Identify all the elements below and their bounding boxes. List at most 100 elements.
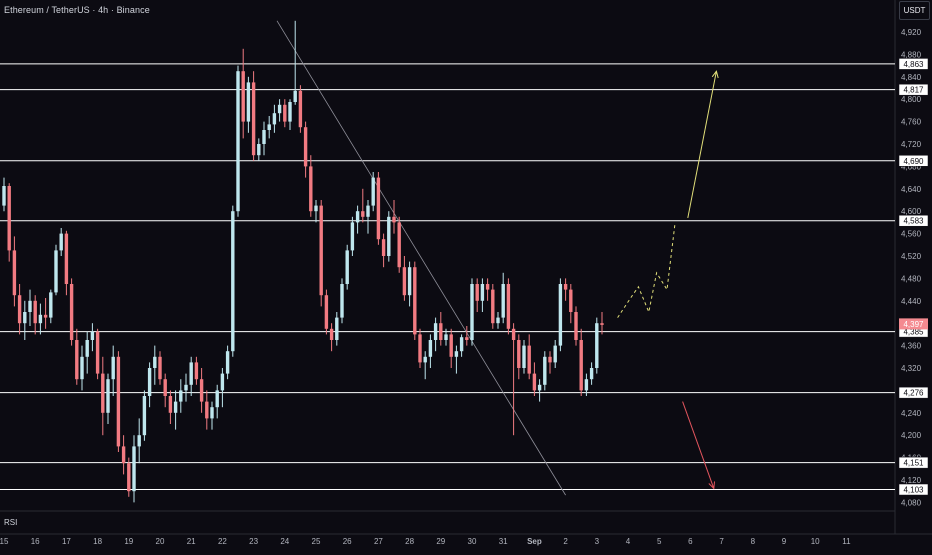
time-tick-label: 4 (626, 537, 631, 546)
current-price-label: 4,397 (903, 320, 924, 329)
level-price-label: 4,817 (903, 86, 924, 95)
candle-body (288, 102, 292, 122)
candle-body (397, 222, 401, 268)
candle-body (418, 334, 422, 363)
symbol-title[interactable]: Ethereum / TetherUS · 4h · Binance (4, 5, 150, 15)
candle-body (439, 323, 443, 340)
price-tick-label: 4,120 (901, 476, 922, 485)
candle-body (335, 317, 339, 340)
candle-body (277, 104, 282, 114)
candle-body (589, 368, 594, 380)
level-price-label: 4,863 (903, 60, 924, 69)
time-tick-label: Sep (527, 537, 542, 546)
candle-body (298, 90, 303, 128)
candle-body (153, 356, 157, 368)
candle-body (168, 396, 173, 413)
candle-body (558, 284, 563, 346)
price-tick-label: 4,440 (901, 297, 922, 306)
time-tick-label: 30 (468, 537, 477, 546)
candle-body (236, 71, 240, 212)
candle-body (371, 177, 375, 206)
candle-body (194, 362, 199, 380)
price-tick-label: 4,720 (901, 140, 922, 149)
price-tick-label: 4,560 (901, 230, 922, 239)
time-tick-label: 6 (688, 537, 693, 546)
candle-body (2, 186, 6, 206)
candle-body (491, 289, 495, 324)
candle-body (366, 205, 370, 217)
level-price-badge (898, 483, 929, 496)
candle-body (522, 345, 526, 368)
current-price-badge (899, 318, 928, 330)
candle-body (132, 446, 136, 492)
candle-body (64, 233, 69, 284)
candle-body (454, 351, 459, 357)
candle-body (127, 463, 131, 492)
candle-body (324, 295, 329, 329)
price-tick-label: 4,920 (901, 28, 922, 37)
candle-body (595, 323, 599, 368)
candle-body (101, 373, 105, 413)
time-tick-label: 16 (31, 537, 40, 546)
time-tick-label: 2 (563, 537, 568, 546)
candle-body (69, 284, 74, 340)
time-tick-label: 10 (811, 537, 820, 546)
candle-body (387, 216, 391, 256)
candle-body (33, 300, 37, 324)
candle-body (246, 82, 251, 122)
candle-body (532, 373, 537, 391)
candle-body (553, 345, 557, 363)
candle-body (517, 340, 521, 368)
candle-body (116, 356, 121, 447)
candle-body (257, 144, 261, 156)
candle-body (501, 284, 505, 318)
candle-body (272, 113, 277, 125)
price-tick-label: 4,080 (901, 498, 922, 507)
candle-body (43, 314, 48, 318)
candle-body (449, 334, 453, 357)
candle-body (537, 384, 542, 391)
candle-body (423, 356, 427, 363)
price-tick-label: 4,320 (901, 364, 922, 373)
level-price-badge (898, 83, 929, 96)
price-tick-label: 4,840 (901, 73, 922, 82)
currency-button[interactable]: USDT (899, 1, 930, 20)
candle-body (563, 284, 568, 290)
candle-body (90, 331, 95, 340)
candle-body (579, 340, 583, 391)
candle-body (23, 312, 27, 324)
candle-body (12, 250, 17, 296)
candle-body (350, 222, 355, 251)
time-tick-label: 26 (343, 537, 352, 546)
level-price-label: 4,151 (903, 459, 924, 468)
candle-body (361, 211, 365, 217)
candle-body (28, 300, 32, 312)
bullish-target-arrow (687, 71, 717, 219)
candle-body (340, 284, 344, 318)
price-tick-label: 4,240 (901, 409, 922, 418)
level-price-label: 4,583 (903, 217, 924, 226)
candle-body (262, 130, 266, 144)
candle-body (215, 390, 219, 408)
time-tick-label: 31 (499, 537, 508, 546)
candle-body (220, 373, 225, 391)
candle-body (293, 90, 297, 102)
bullish-target-arrow-head (711, 70, 719, 79)
indicator-label-rsi[interactable]: RSI (4, 518, 18, 527)
time-tick-label: 3 (595, 537, 600, 546)
candle-body (59, 233, 63, 251)
time-tick-label: 11 (842, 537, 851, 546)
candle-body (413, 267, 417, 335)
candle-body (314, 205, 318, 212)
price-tick-label: 4,760 (901, 118, 922, 127)
time-tick-label: 7 (719, 537, 724, 546)
price-tick-label: 4,600 (901, 207, 922, 216)
candle-body (225, 351, 230, 374)
candle-body (163, 379, 167, 396)
candle-body (147, 368, 152, 396)
candle-body (121, 446, 126, 464)
candle-body (189, 362, 193, 385)
bearish-target-arrow (682, 401, 715, 489)
